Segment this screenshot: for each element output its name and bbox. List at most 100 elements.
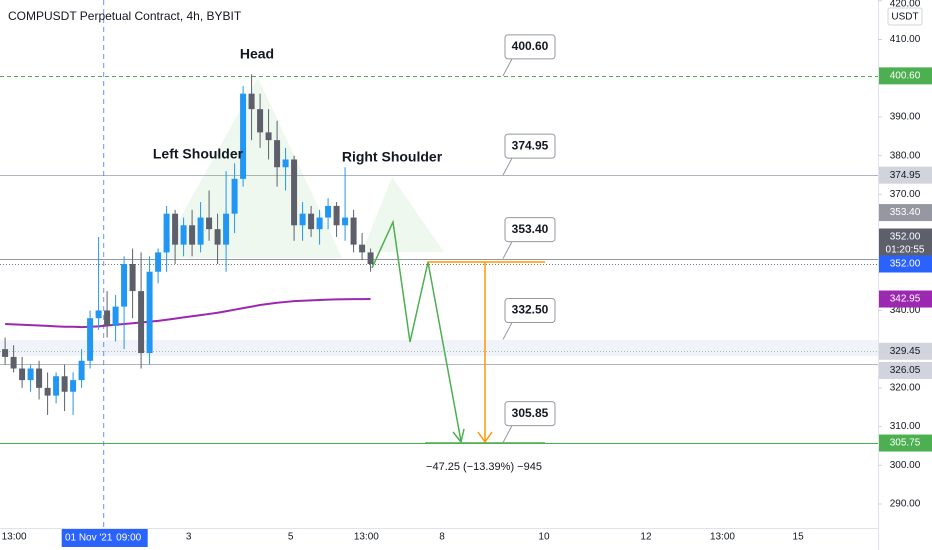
x-tick-label: 12: [640, 532, 652, 543]
candle-body: [121, 264, 128, 307]
callout-pointer: [502, 322, 513, 340]
levels: [0, 0, 878, 528]
candle-body: [53, 376, 60, 396]
candle-body: [78, 360, 85, 381]
candle-body: [163, 213, 170, 253]
candle-body: [10, 356, 17, 369]
candle-body: [180, 225, 187, 245]
y-tick-label: 290.00: [890, 499, 921, 510]
callout-label: 332.50: [512, 303, 549, 317]
price-badge: [879, 434, 932, 452]
x-tick-label: 5: [288, 532, 294, 543]
candle-body: [87, 318, 94, 361]
candle-body: [27, 368, 34, 381]
price-badge: [879, 290, 932, 308]
callouts: 400.60 374.95 353.40 332.50 305.85: [502, 34, 556, 443]
last-price-label: 352.00: [890, 232, 921, 243]
candle-body: [291, 159, 298, 226]
price-badge-label: 305.75: [890, 438, 921, 449]
callout-box: [504, 297, 556, 323]
pattern-shape: [362, 177, 444, 252]
candle-body: [36, 368, 43, 388]
x-tick-label: 3: [186, 532, 192, 543]
callout-label: 353.40: [512, 222, 549, 236]
callout-box: [504, 217, 556, 243]
candle-body: [172, 213, 179, 245]
crosshair-y-badge: [879, 255, 932, 273]
annotation: Head: [240, 46, 274, 62]
candle-body: [316, 217, 323, 230]
callout-label: 374.95: [512, 138, 549, 152]
candle-body: [265, 132, 272, 141]
annotation: Left Shoulder: [153, 146, 244, 162]
x-tick-label: 8: [439, 532, 445, 543]
arrow-head: [477, 431, 493, 444]
callout-box: [504, 34, 556, 60]
candle-body: [240, 93, 247, 179]
callout-box: [504, 401, 556, 427]
candle-body: [359, 244, 366, 253]
x-tick-label: 13:00: [710, 532, 735, 543]
price-badge: [879, 204, 932, 222]
price-badge-label: 329.45: [890, 346, 921, 357]
currency-box[interactable]: [887, 7, 923, 26]
candle-body: [44, 387, 51, 396]
candle-body: [95, 310, 102, 319]
candle-body: [155, 252, 162, 272]
candle-body: [274, 140, 281, 168]
zone-band: [0, 340, 878, 356]
candle-body: [206, 217, 213, 230]
candle-body: [333, 205, 340, 226]
countdown: 01:20:55: [886, 245, 925, 256]
candle-body: [223, 213, 230, 245]
callout-pointer: [502, 425, 513, 443]
arrow-head: [452, 428, 465, 444]
price-badge-label: 374.95: [890, 170, 921, 181]
callout-pointer: [502, 241, 513, 259]
y-tick-label: 410.00: [890, 34, 921, 45]
candle-body: [214, 229, 221, 245]
ema-line: [5, 298, 371, 329]
measure-label: −47.25 (−13.39%) −945: [426, 461, 542, 473]
y-tick-label: 300.00: [890, 460, 921, 471]
x-tick-label: 13:00: [2, 532, 27, 543]
projection-path: [371, 219, 462, 442]
callout-pointer: [502, 157, 513, 176]
crosshair-x-badge: [61, 529, 148, 547]
price-badge-label: 326.05: [890, 365, 921, 376]
candle-body: [146, 271, 153, 354]
crosshair-y-badge-label: 352.00: [890, 259, 921, 270]
candle-body: [2, 349, 9, 357]
price-badge: [879, 361, 932, 379]
callout-label: 305.85: [512, 406, 549, 420]
candle-body: [248, 93, 255, 110]
annotation: Right Shoulder: [342, 149, 443, 165]
candle-body: [350, 217, 357, 245]
y-tick-label: 380.00: [890, 150, 921, 161]
crosshair-date: 01 Nov '21: [65, 533, 113, 544]
price-badge: [879, 67, 932, 85]
price-badge: [879, 166, 932, 184]
candle-body: [61, 376, 68, 392]
candle-body: [112, 306, 119, 326]
x-tick-label: 10: [538, 532, 550, 543]
y-tick-label: 310.00: [890, 421, 921, 432]
price-badge-label: 342.95: [890, 294, 921, 305]
candle-body: [138, 291, 145, 354]
callout-pointer: [502, 58, 513, 77]
callout-box: [504, 133, 556, 159]
y-tick-label: 340.00: [890, 305, 921, 316]
x-tick-label: 15: [793, 532, 805, 543]
price-badge-label: 353.40: [890, 207, 921, 218]
candle-body: [70, 380, 77, 392]
candle-body: [189, 225, 196, 245]
candle-body: [282, 159, 289, 168]
candle-body: [19, 368, 26, 381]
y-tick-label: 390.00: [890, 112, 921, 123]
candle-body: [197, 217, 204, 245]
currency: USDT: [891, 12, 918, 23]
price-badge-label: 400.60: [890, 71, 921, 82]
candle-body: [129, 264, 136, 292]
